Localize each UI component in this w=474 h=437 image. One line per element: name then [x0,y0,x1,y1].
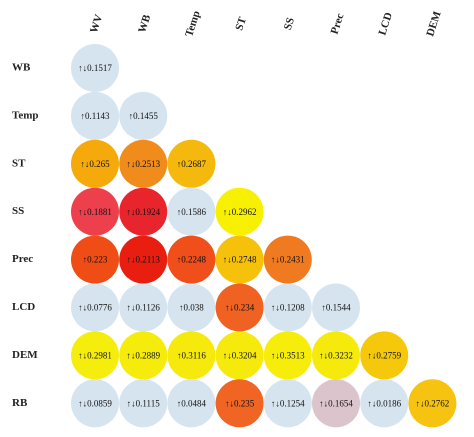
cell [167,235,216,284]
cell-label: ↑↓0.235 [225,398,255,408]
row-label: LCD [12,301,35,313]
cell-label: ↑↓0.2513 [126,159,160,169]
cell [312,331,360,380]
cell-label: ↑↓0.2981 [78,350,112,360]
cell [263,283,312,332]
cell [263,379,312,428]
cell-label: ↑0.1586 [177,207,207,217]
cell [215,283,264,332]
cell-label: ↑0.1143 [81,111,110,121]
cell [119,91,168,140]
cell-label: ↑0.1455 [129,111,159,121]
cell [312,379,360,428]
cell [71,91,119,140]
cell-label: ↑↓0.3513 [271,350,305,360]
cell [263,235,312,284]
cell [119,379,168,428]
cell [71,235,119,284]
row-label: RB [12,397,28,409]
row-label: SS [12,205,24,217]
cell-label: ↑↓0.2759 [367,350,401,360]
cell [215,187,264,236]
cell-label: ↑↓0.265 [80,159,110,169]
column-label: Prec [329,12,347,36]
cell-label: ↑↓0.1654 [319,398,353,408]
cell [215,235,264,284]
row-label: Temp [12,109,39,121]
column-label: DEM [424,9,444,38]
cell-label: ↑↓0.3204 [223,350,257,360]
cell-label: ↑↓0.3232 [319,350,353,360]
cell [167,139,216,188]
cell [360,379,409,428]
cell-label: ↑↓0.2748 [223,255,257,265]
column-label: WB [136,13,153,35]
cell [215,379,264,428]
cell-label: ↑↓0.2762 [416,398,450,408]
cell [119,139,168,188]
cell-label: ↑0.3116 [177,350,206,360]
cell-label: ↑0.038 [179,303,204,313]
cell [71,379,119,428]
column-label: LCD [376,11,395,37]
row-label: DEM [12,349,38,361]
cell-label: ↑↓0.1881 [78,207,112,217]
column-label: SS [282,16,297,31]
cell [215,331,264,380]
cell-label: ↑↓0.2889 [126,350,160,360]
cell-label: ↑0.223 [83,255,108,265]
cell-label: ↑↓0.1254 [271,398,305,408]
cell-label: ↑0.2248 [177,255,207,265]
cell-label: ↑↓0.0859 [78,398,112,408]
cell [71,187,119,236]
cell [167,283,216,332]
cell-label: ↑0.2687 [177,159,207,169]
cell-label: ↑↓0.234 [225,303,255,313]
cell [119,235,168,284]
column-label: Temp [183,9,203,38]
cell-label: ↑↓0.0776 [78,303,112,313]
column-label: WV [88,13,105,35]
cell [71,331,119,380]
cell [71,283,119,332]
cell [263,331,312,380]
cell-label: ↑↓0.1115 [127,398,161,408]
cell-label: ↑↓0.2431 [271,255,305,265]
cell [167,331,216,380]
cell [119,331,168,380]
cell-label: ↑↓0.2113 [126,255,160,265]
cell-label: ↑↓0.1517 [78,63,112,73]
row-label: ST [12,157,26,169]
cell [167,187,216,236]
cell [71,139,119,188]
cell-label: ↑↓0.1924 [126,207,160,217]
cell [312,283,360,332]
cell-label: ↑0.1544 [321,303,351,313]
cell [408,379,457,428]
cell [167,379,216,428]
column-label: ST [233,15,249,32]
cell-label: ↑↓0.2962 [223,207,257,217]
cell-label: ↑0.0484 [177,398,207,408]
cell [119,283,168,332]
row-label: WB [12,62,31,74]
row-label: Prec [12,253,33,265]
cell [71,44,119,92]
cell-label: ↑↓0.1126 [126,303,160,313]
cell-label: ↑↓0.0186 [367,398,401,408]
cell [360,331,409,380]
cell [119,187,168,236]
cell-label: ↑↓0.1208 [271,303,305,313]
